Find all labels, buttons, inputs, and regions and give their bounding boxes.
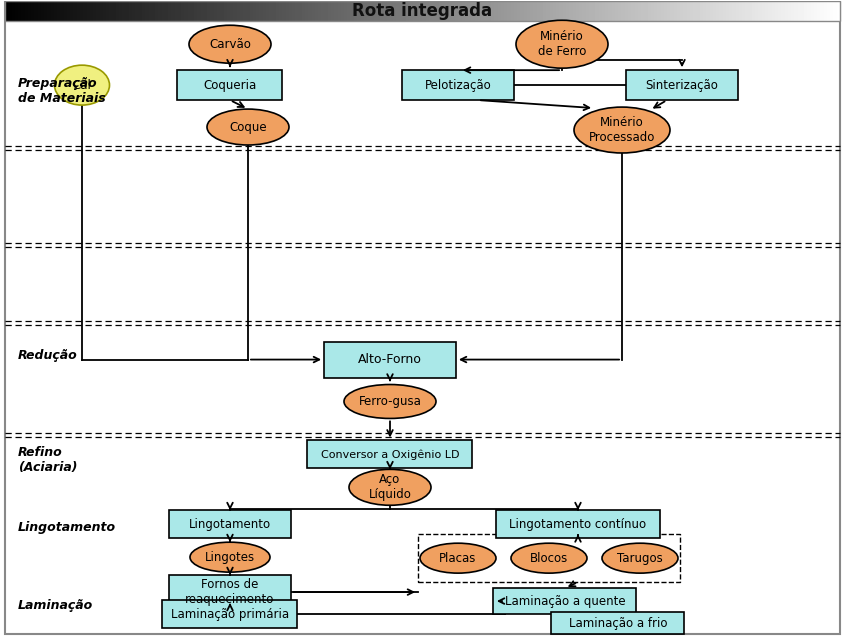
- Text: Minério
de Ferro: Minério de Ferro: [537, 30, 586, 58]
- Text: Pelotização: Pelotização: [425, 79, 491, 91]
- Text: Cal: Cal: [73, 79, 91, 91]
- Bar: [418, 534, 679, 582]
- FancyBboxPatch shape: [307, 440, 472, 468]
- Text: Lingotamento: Lingotamento: [189, 518, 271, 531]
- Text: Tarugos: Tarugos: [616, 551, 662, 565]
- Text: Conversor a Oxigênio LD: Conversor a Oxigênio LD: [321, 449, 458, 459]
- Text: Redução: Redução: [18, 349, 78, 362]
- Text: Ferro-gusa: Ferro-gusa: [358, 395, 421, 408]
- FancyBboxPatch shape: [493, 588, 636, 614]
- Text: Laminação a frio: Laminação a frio: [568, 617, 667, 629]
- Text: Sinterização: Sinterização: [645, 79, 717, 91]
- Text: Lingotes: Lingotes: [205, 551, 255, 564]
- Ellipse shape: [511, 543, 587, 573]
- Text: Coqueria: Coqueria: [203, 79, 257, 91]
- Text: Blocos: Blocos: [529, 551, 567, 565]
- FancyBboxPatch shape: [495, 511, 659, 538]
- Text: Rota integrada: Rota integrada: [351, 3, 491, 20]
- FancyBboxPatch shape: [177, 70, 282, 100]
- Ellipse shape: [189, 26, 271, 63]
- FancyBboxPatch shape: [402, 70, 513, 100]
- Ellipse shape: [516, 20, 608, 68]
- Text: Aço
Líquido: Aço Líquido: [368, 473, 411, 502]
- FancyBboxPatch shape: [323, 342, 456, 378]
- Text: Minério
Processado: Minério Processado: [588, 116, 654, 144]
- Text: Lingotamento contínuo: Lingotamento contínuo: [509, 518, 646, 531]
- FancyBboxPatch shape: [162, 600, 297, 628]
- Ellipse shape: [419, 543, 495, 573]
- Ellipse shape: [190, 543, 270, 572]
- Ellipse shape: [344, 385, 436, 419]
- Text: Preparação
de Materiais: Preparação de Materiais: [18, 77, 106, 105]
- Text: Carvão: Carvão: [208, 38, 251, 50]
- Text: Placas: Placas: [439, 551, 476, 565]
- Ellipse shape: [349, 470, 430, 505]
- Text: Laminação primária: Laminação primária: [170, 608, 289, 620]
- Text: Laminação a quente: Laminação a quente: [504, 594, 625, 608]
- Text: Refino
(Aciaria): Refino (Aciaria): [18, 447, 78, 474]
- Text: Laminação: Laminação: [18, 599, 93, 612]
- Ellipse shape: [573, 107, 669, 153]
- Text: Fornos de
reaquecimento: Fornos de reaquecimento: [185, 578, 274, 606]
- Text: Lingotamento: Lingotamento: [18, 521, 116, 534]
- FancyBboxPatch shape: [169, 575, 290, 609]
- FancyBboxPatch shape: [169, 511, 290, 538]
- Ellipse shape: [601, 543, 677, 573]
- Text: Coque: Coque: [229, 121, 267, 134]
- Ellipse shape: [207, 109, 289, 145]
- FancyBboxPatch shape: [551, 612, 684, 634]
- Bar: [5, 1, 839, 21]
- Text: Alto-Forno: Alto-Forno: [358, 353, 421, 366]
- Ellipse shape: [54, 65, 110, 105]
- FancyBboxPatch shape: [625, 70, 737, 100]
